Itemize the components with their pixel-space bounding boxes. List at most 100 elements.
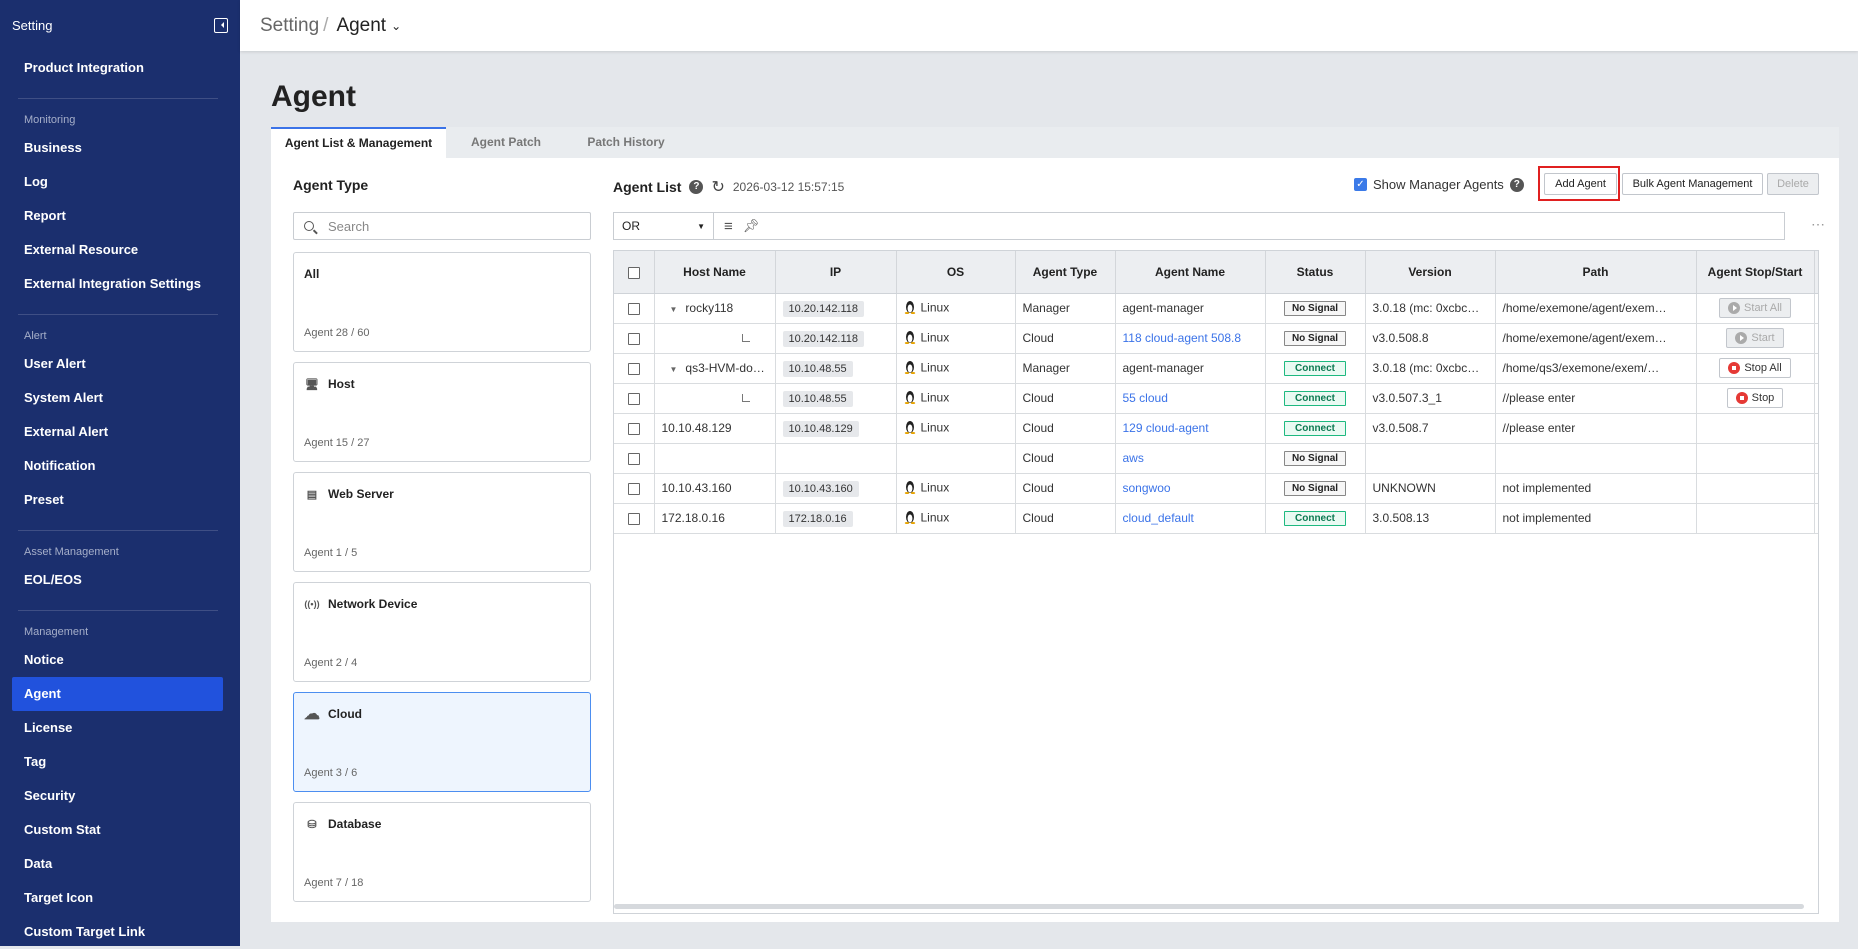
chevron-down-icon[interactable]: ⌄: [391, 18, 402, 33]
sidebar-item-eol-eos[interactable]: EOL/EOS: [24, 572, 82, 587]
table-row[interactable]: 10.10.43.160 10.10.43.160 Linux Cloud songwo…: [614, 473, 1818, 504]
start-agent-button[interactable]: Start: [1726, 328, 1784, 348]
sidebar-item-target-icon[interactable]: Target Icon: [24, 890, 94, 905]
sidebar-item-external-alert[interactable]: External Alert: [24, 424, 109, 439]
column-header-path[interactable]: Path: [1495, 251, 1697, 294]
expand-caret-icon[interactable]: ▼: [669, 365, 678, 374]
sidebar-item-business[interactable]: Business: [24, 140, 82, 155]
tab-agent-patch[interactable]: Agent Patch: [470, 135, 541, 149]
table-row[interactable]: 10.10.48.55 Linux Cloud 55 cloud Connect v3.0…: [614, 383, 1818, 414]
more-options-icon[interactable]: ⋯: [1811, 216, 1826, 232]
sidebar-item-data[interactable]: Data: [24, 856, 53, 871]
collapse-sidebar-icon[interactable]: [214, 18, 228, 33]
agent-name-link[interactable]: 118 cloud-agent 508.8: [1122, 331, 1242, 345]
expand-caret-icon[interactable]: ▼: [669, 305, 678, 314]
agent-type-cell: Cloud: [1015, 443, 1116, 474]
start-agent-button[interactable]: Start All: [1719, 298, 1791, 318]
filter-icon[interactable]: ≡: [724, 217, 733, 235]
agent-name-link[interactable]: 55 cloud: [1122, 391, 1168, 405]
select-all-checkbox[interactable]: [627, 266, 640, 279]
sidebar-item-system-alert[interactable]: System Alert: [24, 390, 103, 405]
stop-agent-button[interactable]: Stop: [1726, 388, 1784, 408]
card-agent-count: Agent 1 / 5: [304, 547, 358, 559]
sidebar-item-log[interactable]: Log: [24, 174, 48, 189]
column-header-agent-stop-start[interactable]: Agent Stop/Start: [1696, 251, 1815, 294]
version-cell: v3.0.507.3_1: [1365, 383, 1496, 414]
row-checkbox[interactable]: [627, 422, 640, 435]
row-checkbox[interactable]: [627, 512, 640, 525]
refresh-icon[interactable]: ↻: [711, 179, 725, 196]
agent-name-link[interactable]: aws: [1122, 451, 1144, 465]
stop-agent-button[interactable]: Stop All: [1719, 358, 1791, 378]
sidebar-item-custom-target-link[interactable]: Custom Target Link: [24, 924, 146, 939]
show-manager-agents-toggle: ✓ Show Manager Agents ?: [1354, 177, 1524, 192]
host-name-cell: 10.10.43.160: [654, 473, 776, 504]
help-icon[interactable]: ?: [1509, 177, 1524, 192]
os-cell: Linux: [896, 293, 1016, 324]
row-checkbox[interactable]: [627, 332, 640, 345]
agent-name-link[interactable]: songwoo: [1122, 481, 1171, 495]
table-row[interactable]: 10.20.142.118 Linux Cloud 118 cloud-agent 5…: [614, 323, 1818, 354]
breadcrumb-current[interactable]: Agent: [336, 14, 387, 36]
path-cell: not implemented: [1495, 473, 1697, 504]
delete-button[interactable]: Delete: [1767, 173, 1819, 195]
add-agent-button[interactable]: Add Agent: [1544, 173, 1617, 195]
tab-agent-list[interactable]: Agent List & Management: [271, 127, 446, 158]
row-checkbox[interactable]: [627, 362, 640, 375]
table-row[interactable]: 172.18.0.16 172.18.0.16 Linux Cloud cloud_de…: [614, 503, 1818, 534]
row-checkbox[interactable]: [627, 482, 640, 495]
pin-icon[interactable]: 📌︎: [742, 218, 760, 233]
column-header-os[interactable]: OS: [896, 251, 1016, 294]
sidebar-item-license[interactable]: License: [24, 720, 73, 735]
row-checkbox[interactable]: [627, 302, 640, 315]
agent-type-card-web-server[interactable]: ▤ Web Server Agent 1 / 5: [293, 472, 591, 572]
agent-type-card-network-device[interactable]: ((•)) Network Device Agent 2 / 4: [293, 582, 591, 682]
agent-type-search-input[interactable]: Search: [293, 212, 591, 240]
sidebar-item-tag[interactable]: Tag: [24, 754, 47, 769]
table-row[interactable]: 10.10.48.129 10.10.48.129 Linux Cloud 129 cl…: [614, 413, 1818, 444]
help-icon[interactable]: ?: [689, 180, 704, 194]
sidebar-item-agent[interactable]: Agent: [12, 677, 223, 711]
table-row[interactable]: ▼ rocky118 10.20.142.118 Linux Manager agent-…: [614, 293, 1818, 324]
sidebar-item-product-integration[interactable]: Product Integration: [24, 60, 144, 75]
column-header-ip[interactable]: IP: [775, 251, 897, 294]
show-manager-checkbox[interactable]: ✓: [1354, 178, 1367, 191]
sidebar-item-custom-stat[interactable]: Custom Stat: [24, 822, 101, 837]
tab-patch-history[interactable]: Patch History: [587, 135, 665, 149]
agent-name-link[interactable]: cloud_default: [1122, 511, 1194, 525]
sidebar-item-external-integration-settings[interactable]: External Integration Settings: [24, 276, 201, 291]
agent-type-card-host[interactable]: 🖥︎ Host Agent 15 / 27: [293, 362, 591, 462]
agent-name: agent-manager: [1122, 301, 1204, 315]
agent-type-card-database[interactable]: ⛁ Database Agent 7 / 18: [293, 802, 591, 902]
sidebar-item-security[interactable]: Security: [24, 788, 76, 803]
row-select-cell: [614, 353, 655, 384]
filter-operator-select[interactable]: OR ▼: [614, 213, 714, 239]
bulk-agent-management-button[interactable]: Bulk Agent Management: [1622, 173, 1763, 195]
agent-type-card-cloud[interactable]: ☁ Cloud Agent 3 / 6: [293, 692, 591, 792]
sidebar-item-preset[interactable]: Preset: [24, 492, 64, 507]
sidebar-item-external-resource[interactable]: External Resource: [24, 242, 139, 257]
table-row[interactable]: Cloud aws No Signal: [614, 443, 1818, 474]
sidebar-item-user-alert[interactable]: User Alert: [24, 356, 86, 371]
sidebar-item-report[interactable]: Report: [24, 208, 66, 223]
sidebar-divider: [18, 530, 218, 531]
breadcrumb-root[interactable]: Setting: [260, 14, 320, 36]
column-header-agent-name[interactable]: Agent Name: [1115, 251, 1266, 294]
row-select-cell: [614, 413, 655, 444]
column-header-host-name[interactable]: Host Name: [654, 251, 776, 294]
row-checkbox[interactable]: [627, 452, 640, 465]
agent-name-link[interactable]: 129 cloud-agent: [1122, 421, 1209, 435]
search-icon: [304, 221, 314, 231]
sidebar-item-notice[interactable]: Notice: [24, 652, 64, 667]
action-label: Start All: [1744, 302, 1782, 314]
table-row[interactable]: ▼ qs3-HVM-do… 10.10.48.55 Linux Manager agent…: [614, 353, 1818, 384]
column-header-status[interactable]: Status: [1265, 251, 1366, 294]
agent-type-card-all[interactable]: All Agent 28 / 60: [293, 252, 591, 352]
sidebar-section-label: Monitoring: [24, 114, 76, 126]
ip-chip: 10.10.48.55: [782, 361, 853, 377]
sidebar-item-notification[interactable]: Notification: [24, 458, 96, 473]
column-header-agent-type[interactable]: Agent Type: [1015, 251, 1116, 294]
column-header-version[interactable]: Version: [1365, 251, 1496, 294]
horizontal-scrollbar[interactable]: [614, 904, 1804, 909]
row-checkbox[interactable]: [627, 392, 640, 405]
